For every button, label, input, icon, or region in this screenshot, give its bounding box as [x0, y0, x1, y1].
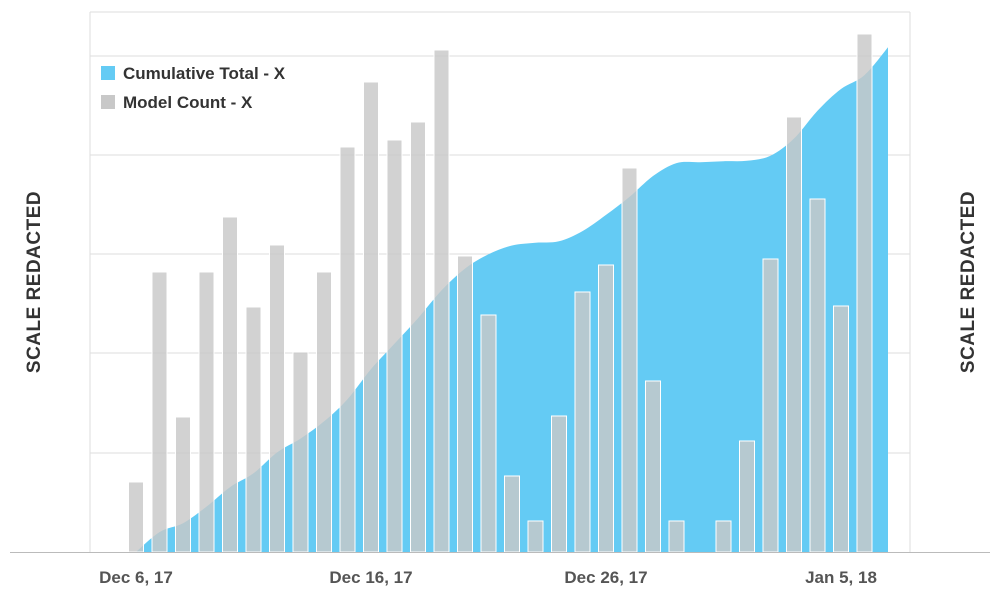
bar — [551, 415, 567, 553]
bar — [574, 291, 591, 553]
model-count-bars — [128, 33, 873, 553]
legend-label-cumulative: Cumulative Total - X — [123, 64, 286, 83]
bar — [339, 146, 356, 553]
bar — [175, 416, 191, 553]
bar — [222, 216, 238, 553]
bar — [292, 351, 309, 553]
bar — [715, 520, 732, 553]
bar — [739, 440, 755, 553]
x-tick-label: Jan 5, 18 — [805, 568, 877, 587]
legend-swatch-model-count — [101, 95, 115, 109]
x-tick-label: Dec 26, 17 — [564, 568, 647, 587]
bar — [198, 271, 215, 553]
bar — [410, 121, 426, 553]
bar — [386, 139, 403, 553]
bar — [833, 305, 849, 553]
bar — [245, 306, 262, 553]
bar — [856, 33, 873, 553]
bar — [363, 81, 379, 553]
x-tick-label: Dec 6, 17 — [99, 568, 173, 587]
x-tick-label: Dec 16, 17 — [329, 568, 412, 587]
bar — [762, 258, 779, 553]
bar — [128, 481, 144, 553]
bar — [527, 520, 544, 553]
bar — [480, 314, 497, 553]
y-axis-label-left: SCALE REDACTED — [24, 191, 45, 373]
bar — [786, 116, 802, 553]
bar — [668, 520, 685, 553]
legend: Cumulative Total - X Model Count - X — [101, 64, 286, 112]
bar — [269, 244, 285, 553]
axes — [10, 12, 990, 553]
y-axis-label-right: SCALE REDACTED — [958, 191, 979, 373]
legend-label-model-count: Model Count - X — [123, 93, 253, 112]
x-axis-ticks: Dec 6, 17 Dec 16, 17 Dec 26, 17 Jan 5, 18 — [99, 568, 877, 587]
bar — [457, 255, 473, 553]
bar — [809, 198, 826, 553]
bar — [598, 264, 614, 553]
bar — [645, 380, 661, 553]
bar — [316, 271, 332, 553]
bar — [151, 271, 168, 553]
legend-swatch-cumulative — [101, 66, 115, 80]
bar — [504, 475, 520, 553]
bar — [433, 49, 450, 553]
bar — [621, 167, 638, 553]
